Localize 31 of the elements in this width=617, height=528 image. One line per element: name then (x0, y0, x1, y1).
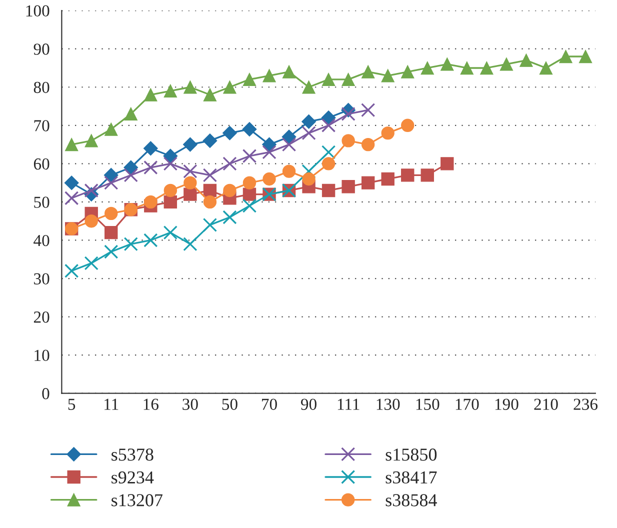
y-tick-label: 20 (34, 312, 50, 323)
x-tick-label: 170 (456, 398, 479, 410)
x-tick-label: 190 (495, 398, 518, 410)
y-tick-label: 40 (34, 234, 50, 246)
legend-label: s38417 (386, 471, 437, 484)
y-tick-label: 10 (34, 350, 50, 362)
x-tick-label: 210 (534, 398, 558, 410)
legend-label: s9234 (112, 471, 154, 484)
x-tick-label: 11 (104, 398, 118, 410)
x-tick-label: 150 (416, 398, 440, 410)
x-tick-label: 236 (574, 398, 598, 410)
x-tick-label: 90 (300, 398, 316, 410)
x-tick-label: 111 (338, 398, 360, 410)
x-tick-label: 70 (262, 398, 277, 410)
legend-label: s15850 (386, 448, 437, 461)
y-tick-label: 50 (34, 196, 50, 208)
x-tick-label: 50 (222, 398, 238, 410)
y-tick-label: 100 (26, 5, 50, 17)
legend-label: s38584 (386, 494, 437, 506)
y-tick-label: 70 (34, 120, 50, 132)
y-tick-label: 30 (34, 273, 50, 284)
x-tick-label: 16 (144, 398, 158, 410)
y-tick-label: 0 (42, 388, 50, 400)
y-tick-label: 80 (34, 82, 50, 94)
x-tick-label: 30 (182, 398, 198, 410)
y-tick-label: 90 (34, 44, 50, 55)
legend-label: s13207 (112, 494, 162, 506)
legend-label: s5378 (112, 448, 154, 461)
y-tick-label: 60 (34, 158, 50, 170)
x-tick-label: 130 (376, 398, 400, 410)
x-tick-label: 5 (68, 398, 76, 410)
